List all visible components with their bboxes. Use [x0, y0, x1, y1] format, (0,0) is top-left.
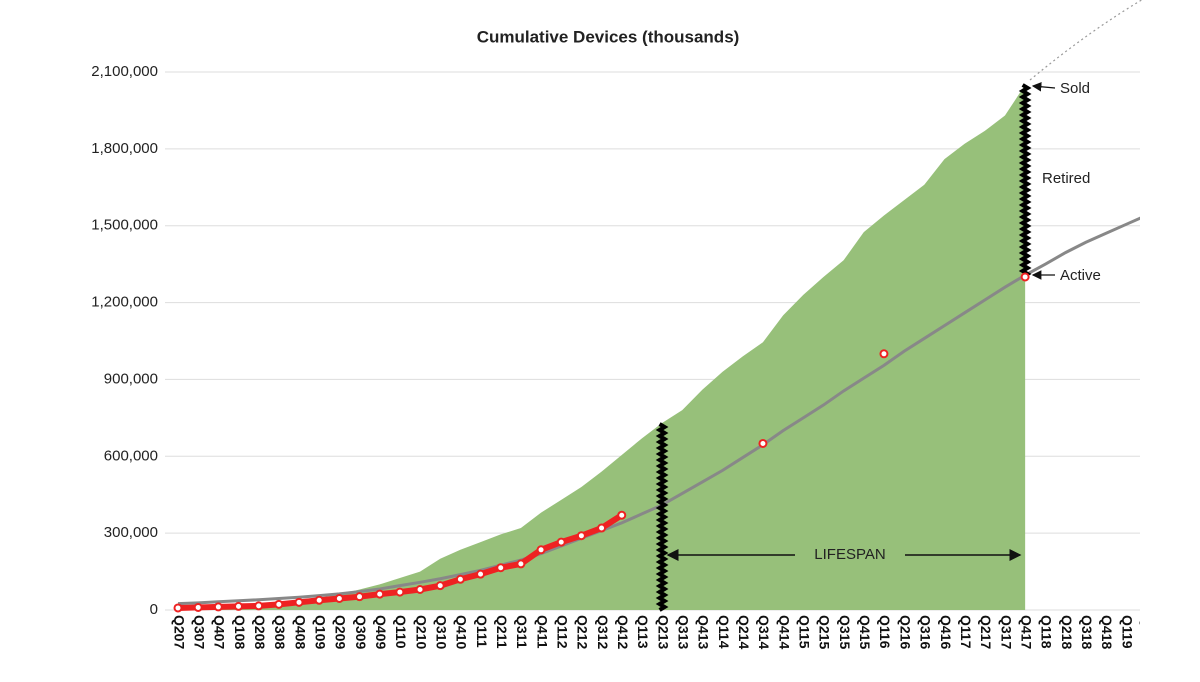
active-point: [314, 595, 324, 605]
x-tick-label: Q318: [1079, 615, 1095, 649]
x-tick-label: Q317: [998, 615, 1014, 649]
active-point: [556, 537, 566, 547]
active-point: [415, 585, 425, 595]
annotation: LIFESPAN: [814, 546, 885, 563]
retired-marker: [1018, 83, 1032, 279]
active-point: [294, 597, 304, 607]
x-tick-label: Q310: [434, 615, 450, 649]
x-tick-label: Q115: [797, 615, 813, 649]
x-tick-label: Q217: [978, 615, 994, 649]
x-tick-label: Q210: [413, 615, 429, 649]
annotation: Sold: [1060, 80, 1090, 97]
projection: [1029, 0, 1143, 81]
active-point: [173, 603, 183, 613]
x-tick-label: Q116: [877, 615, 893, 649]
x-tick-label: Q114: [716, 615, 732, 649]
active-point: [879, 349, 889, 359]
x-tick-label: Q417: [1018, 615, 1034, 649]
x-tick-label: Q418: [1099, 615, 1115, 649]
lifespan-marker: [655, 422, 669, 612]
x-tick-label: Q313: [676, 615, 692, 649]
x-tick-label: Q415: [857, 615, 873, 649]
active-point: [536, 545, 546, 555]
x-tick-label: Q413: [696, 615, 712, 649]
arrow: [1031, 81, 1056, 92]
x-tick-label: Q119: [1119, 615, 1135, 649]
x-tick-label: Q408: [292, 615, 308, 649]
x-tick-label: Q113: [635, 615, 651, 649]
x-tick-label: Q117: [958, 615, 974, 649]
x-tick-label: Q110: [393, 615, 409, 649]
annotation: Retired: [1042, 170, 1090, 187]
active-point: [496, 563, 506, 573]
active-point: [213, 602, 223, 612]
active-point: [1020, 272, 1030, 282]
y-tick-label: 1,500,000: [91, 217, 158, 234]
active-point: [576, 531, 586, 541]
active-point: [334, 593, 344, 603]
annotation: Active: [1060, 267, 1101, 284]
area: [178, 84, 1026, 611]
y-tick-label: 1,200,000: [91, 294, 158, 311]
active-point: [455, 574, 465, 584]
y-tick-label: 300,000: [104, 524, 158, 541]
x-tick-label: Q312: [595, 615, 611, 649]
x-tick-label: Q410: [454, 615, 470, 649]
x-tick-label: Q108: [232, 615, 248, 649]
y-tick-label: 0: [150, 601, 158, 618]
active-point: [375, 589, 385, 599]
x-tick-label: Q111: [474, 615, 490, 648]
x-tick-label: Q411: [534, 615, 550, 649]
x-tick-label: Q414: [776, 615, 792, 649]
x-tick-label: Q315: [837, 615, 853, 649]
active-point: [355, 592, 365, 602]
x-tick-label: Q214: [736, 615, 752, 649]
x-tick-label: Q112: [555, 615, 571, 649]
active-point: [476, 569, 486, 579]
x-tick-label: Q311: [514, 615, 530, 649]
x-tick-label: Q314: [756, 615, 772, 649]
active-point: [597, 523, 607, 533]
x-tick-label: Q109: [312, 615, 328, 649]
x-tick-label: Q416: [938, 615, 954, 649]
x-tick-label: Q218: [1059, 615, 1075, 649]
active-point: [254, 601, 264, 611]
active-point: [758, 438, 768, 448]
x-tick-label: Q409: [373, 615, 389, 649]
x-tick-label: Q407: [212, 615, 228, 649]
x-tick-label: Q412: [615, 615, 631, 649]
x-tick-label: Q118: [1039, 615, 1055, 649]
x-tick-label: Q309: [353, 615, 369, 649]
active-point: [395, 587, 405, 597]
y-tick-label: 600,000: [104, 447, 158, 464]
y-tick-label: 2,100,000: [91, 63, 158, 80]
x-tick-label: Q216: [897, 615, 913, 649]
x-tick-label: Q215: [817, 615, 833, 649]
x-tick-label: Q213: [655, 615, 671, 649]
x-tick-label: Q212: [575, 615, 591, 649]
active-point: [617, 510, 627, 520]
x-tick-label: Q208: [252, 615, 268, 649]
y-tick-label: 900,000: [104, 370, 158, 387]
x-tick-label: Q316: [918, 615, 934, 649]
active-point: [234, 601, 244, 611]
x-tick-label: Q209: [333, 615, 349, 649]
active-point: [193, 602, 203, 612]
x-tick-label: Q211: [494, 615, 510, 649]
x-tick-label: Q207: [171, 615, 187, 649]
x-tick-label: Q308: [272, 615, 288, 649]
chart-title: Cumulative Devices (thousands): [477, 27, 740, 46]
x-tick-label: Q307: [191, 615, 207, 649]
active-point: [435, 581, 445, 591]
y-tick-label: 1,800,000: [91, 140, 158, 157]
active-point: [516, 559, 526, 569]
active-point: [274, 599, 284, 609]
x-tick-label: Q219: [1139, 615, 1155, 649]
